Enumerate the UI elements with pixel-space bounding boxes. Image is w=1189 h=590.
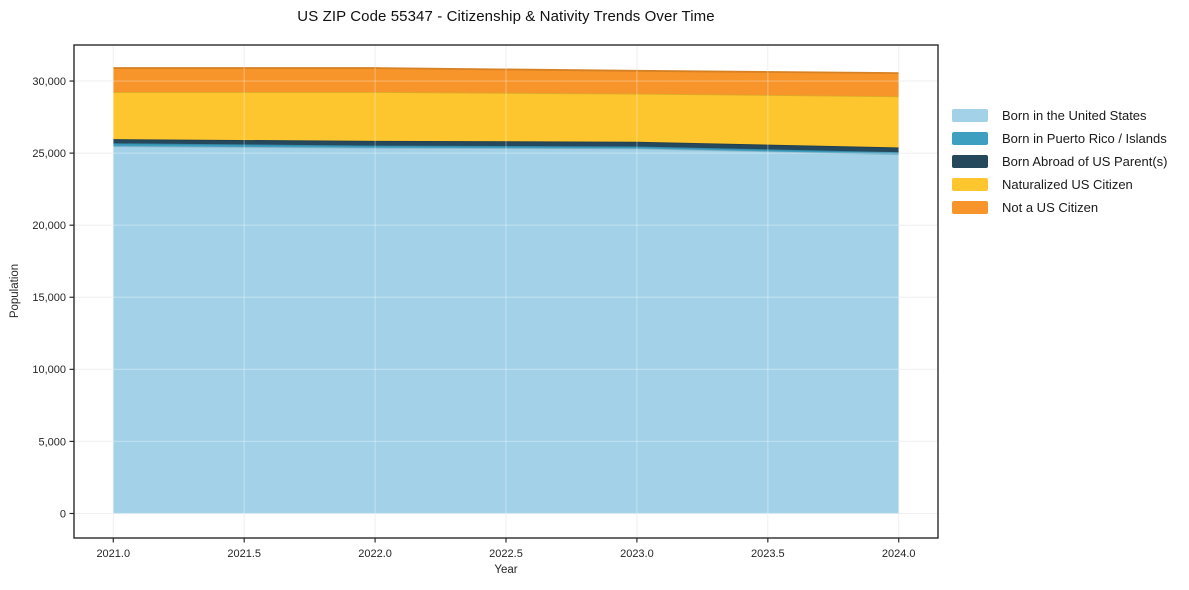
chart-title: US ZIP Code 55347 - Citizenship & Nativi… (297, 8, 715, 25)
y-tick-label: 25,000 (32, 148, 66, 160)
legend-item-4: Not a US Citizen (952, 199, 1167, 215)
area-series-1 (113, 143, 899, 155)
legend-label: Born in Puerto Rico / Islands (1002, 130, 1167, 146)
legend-label: Not a US Citizen (1002, 199, 1099, 215)
legend-swatch-icon (952, 200, 988, 214)
legend-item-1: Born in Puerto Rico / Islands (952, 130, 1167, 146)
axis-ticks: 2021.0 2021.5 2022.0 2022.5 2023.0 2023.5 2024… (32, 76, 915, 560)
legend-label: Born in the United States (1002, 107, 1147, 123)
legend-swatch-icon (952, 177, 988, 191)
x-tick-label: 2021.5 (227, 548, 261, 560)
y-tick-label: 0 (60, 508, 66, 520)
area-series-3 (113, 91, 899, 148)
y-tick-label: 20,000 (32, 220, 66, 232)
gridlines-overlay (74, 45, 938, 538)
legend-label: Born Abroad of US Parent(s) (1002, 153, 1168, 169)
x-tick-label: 2023.0 (620, 548, 654, 560)
y-axis-label: Population (9, 263, 21, 319)
y-tick-label: 5,000 (38, 436, 66, 448)
x-tick-label: 2022.5 (489, 548, 523, 560)
area-series-4-edge (113, 67, 899, 75)
x-axis-label: Year (494, 564, 518, 576)
x-tick-label: 2024.0 (882, 548, 916, 560)
area-series-4 (113, 68, 899, 97)
x-tick-label: 2023.5 (751, 548, 785, 560)
legend-swatch-icon (952, 108, 988, 122)
y-tick-label: 10,000 (32, 364, 66, 376)
area-series-2 (113, 139, 899, 153)
legend-swatch-icon (952, 154, 988, 168)
legend-item-3: Naturalized US Citizen (952, 176, 1167, 192)
stacked-areas (113, 67, 899, 514)
x-tick-label: 2021.0 (96, 548, 130, 560)
area-series-0 (113, 146, 899, 514)
y-tick-label: 30,000 (32, 76, 66, 88)
y-tick-label: 15,000 (32, 292, 66, 304)
legend-item-2: Born Abroad of US Parent(s) (952, 153, 1167, 169)
legend: Born in the United States Born in Puerto … (952, 107, 1167, 222)
legend-swatch-icon (952, 131, 988, 145)
x-tick-label: 2022.0 (358, 548, 392, 560)
legend-label: Naturalized US Citizen (1002, 176, 1133, 192)
legend-item-0: Born in the United States (952, 107, 1167, 123)
